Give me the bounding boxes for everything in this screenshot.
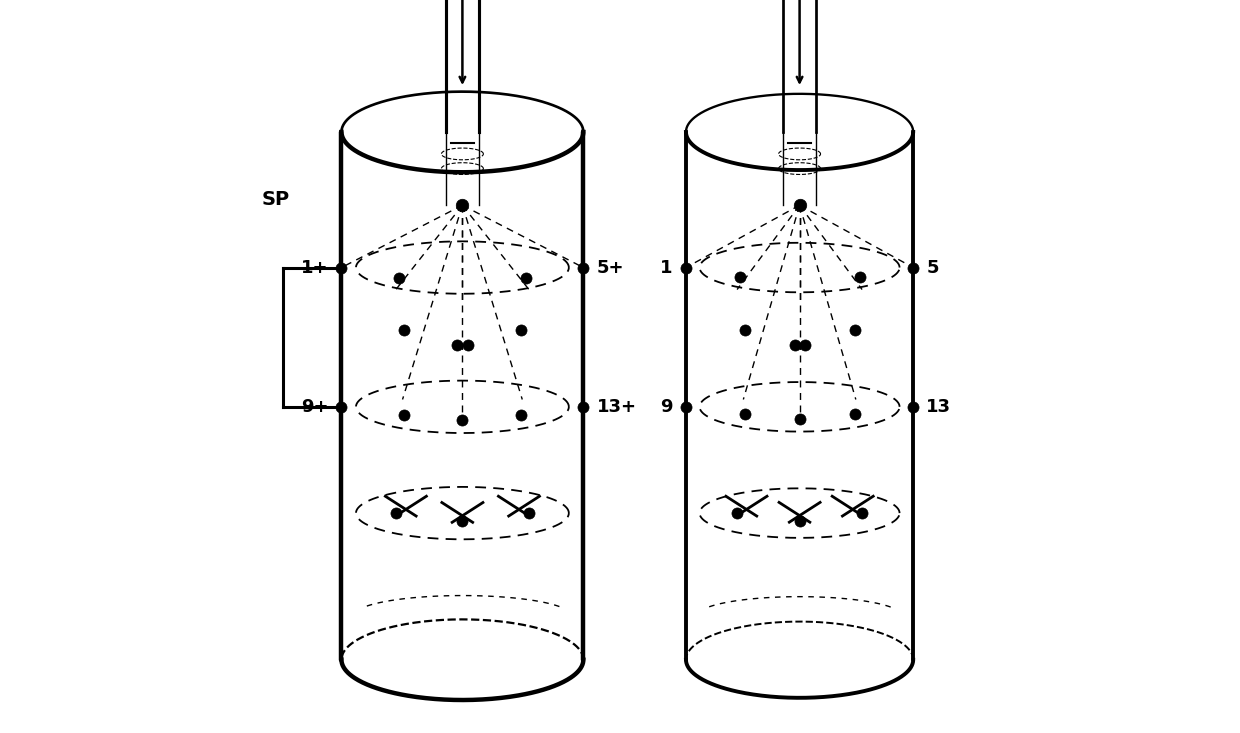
Text: 1+: 1+ <box>301 259 329 276</box>
Text: 5+: 5+ <box>596 259 624 276</box>
Text: 5: 5 <box>926 259 939 276</box>
Text: 9+: 9+ <box>301 398 329 416</box>
Text: SP: SP <box>262 190 290 209</box>
Text: 13+: 13+ <box>596 398 636 416</box>
Text: 1: 1 <box>660 259 673 276</box>
Text: 9: 9 <box>660 398 673 416</box>
Text: 13: 13 <box>926 398 951 416</box>
